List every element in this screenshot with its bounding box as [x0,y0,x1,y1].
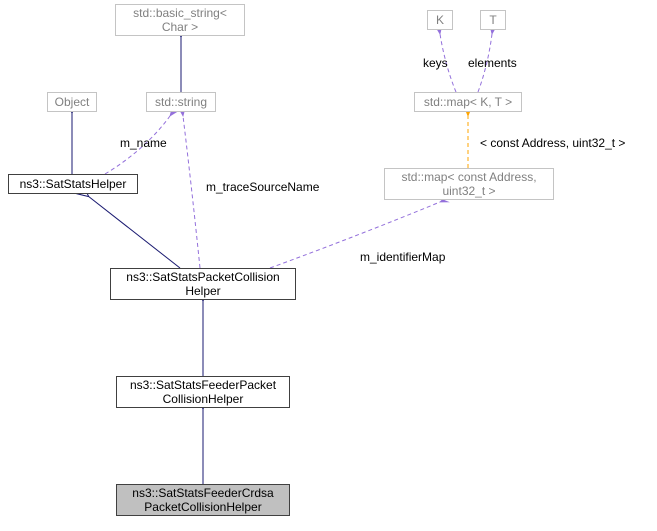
node-object[interactable]: Object [47,92,97,112]
node-basic_string[interactable]: std::basic_string<Char > [115,4,245,36]
node-label-line: std::map< K, T > [424,95,512,109]
node-label-line: Helper [185,284,220,298]
node-std_map_kt[interactable]: std::map< K, T > [414,92,522,112]
edge-label: elements [468,56,517,70]
edge-collision-satstats [88,196,180,268]
node-satstats[interactable]: ns3::SatStatsHelper [8,174,138,194]
node-k_node[interactable]: K [427,10,453,30]
node-collision[interactable]: ns3::SatStatsPacketCollisionHelper [110,268,296,300]
node-label-line: CollisionHelper [163,392,244,406]
edge-label: m_name [120,136,167,150]
edge-label: keys [423,56,448,70]
node-label-line: ns3::SatStatsHelper [20,177,127,191]
node-label-line: ns3::SatStatsPacketCollision [126,270,279,284]
edge-label: m_identifierMap [360,250,445,264]
edge-label: < const Address, uint32_t > [480,136,625,150]
node-label-line: Char > [162,20,198,34]
node-crdsa[interactable]: ns3::SatStatsFeederCrdsaPacketCollisionH… [116,484,290,516]
node-label-line: ns3::SatStatsFeederPacket [130,378,276,392]
node-std_map_addr[interactable]: std::map< const Address,uint32_t > [384,168,554,200]
node-label-line: std::string [155,95,207,109]
node-label-line: Object [55,95,90,109]
edge-label: m_traceSourceName [206,180,319,194]
edge-collision-std_string [183,116,200,268]
node-label-line: std::map< const Address, [401,170,536,184]
node-label-line: std::basic_string< [133,6,227,20]
node-feeder[interactable]: ns3::SatStatsFeederPacketCollisionHelper [116,376,290,408]
node-label-line: K [436,13,444,27]
node-label-line: PacketCollisionHelper [144,500,261,514]
node-label-line: uint32_t > [442,184,495,198]
node-label-line: T [489,13,496,27]
node-std_string[interactable]: std::string [146,92,216,112]
node-t_node[interactable]: T [480,10,506,30]
node-label-line: ns3::SatStatsFeederCrdsa [132,486,273,500]
